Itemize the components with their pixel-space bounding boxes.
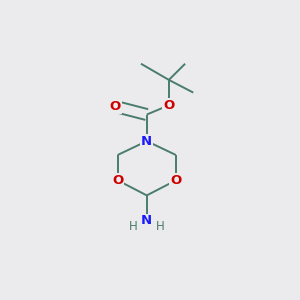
Text: O: O bbox=[110, 100, 121, 113]
Text: H: H bbox=[156, 220, 165, 233]
Text: N: N bbox=[141, 214, 152, 227]
Text: O: O bbox=[163, 99, 175, 112]
Text: O: O bbox=[112, 174, 123, 187]
Text: H: H bbox=[128, 220, 137, 233]
Text: O: O bbox=[170, 174, 182, 187]
Text: N: N bbox=[141, 135, 152, 148]
